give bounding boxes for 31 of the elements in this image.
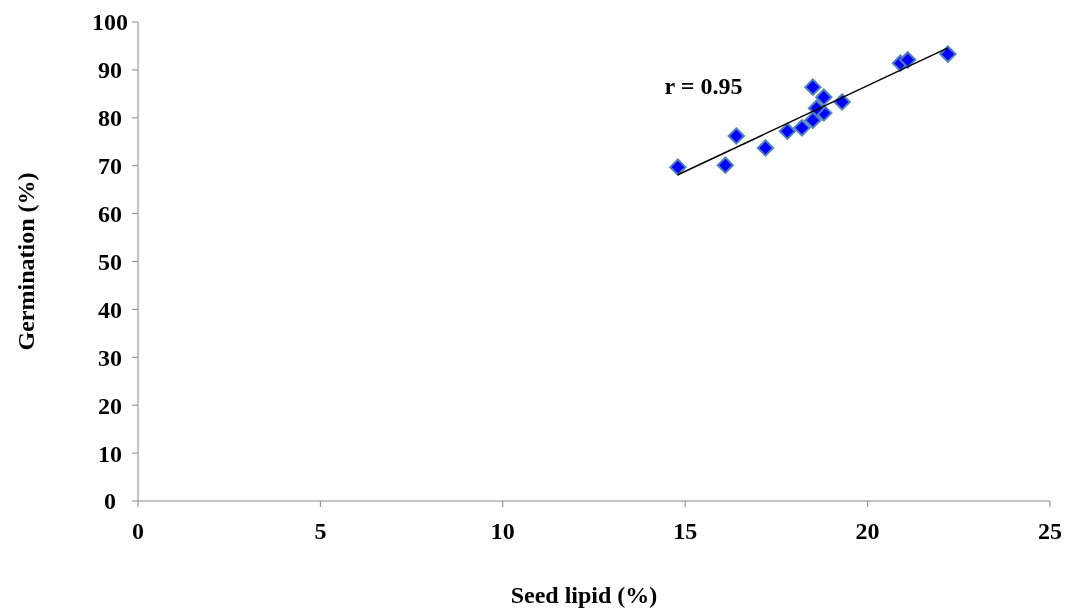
y-tick-label: 30 bbox=[98, 344, 122, 371]
y-tick-label: 90 bbox=[98, 57, 122, 84]
x-tick-label: 15 bbox=[673, 518, 698, 544]
x-tick-label: 0 bbox=[132, 518, 144, 544]
x-tick-label: 5 bbox=[314, 518, 327, 544]
point bbox=[804, 111, 822, 129]
annotation: r = 0.95 bbox=[664, 73, 743, 100]
point bbox=[669, 158, 687, 176]
y-tick-label: 70 bbox=[98, 153, 122, 180]
point bbox=[756, 139, 775, 157]
y-axis-title: Germination (%) bbox=[13, 172, 39, 351]
y-tick-label: 20 bbox=[98, 392, 122, 419]
x-tick-label: 10 bbox=[490, 518, 515, 544]
y-tick-label: 80 bbox=[98, 105, 122, 132]
y-tick-label: 40 bbox=[98, 296, 122, 323]
x-tick-label: 25 bbox=[1038, 518, 1062, 544]
point bbox=[939, 45, 957, 63]
point bbox=[899, 51, 917, 69]
y-tick-label: 100 bbox=[92, 9, 128, 36]
y-tick-label: 0 bbox=[104, 488, 116, 515]
point bbox=[778, 122, 797, 140]
point bbox=[716, 156, 734, 174]
y-tick-label: 50 bbox=[98, 248, 122, 275]
y-tick-label: 60 bbox=[98, 201, 122, 227]
point bbox=[815, 88, 833, 106]
x-tick-label: 20 bbox=[855, 518, 880, 544]
y-tick-label: 10 bbox=[98, 440, 122, 467]
x-axis-title: Seed lipid (%) bbox=[510, 582, 658, 608]
point bbox=[727, 127, 745, 145]
point bbox=[804, 78, 822, 96]
point bbox=[793, 119, 811, 137]
